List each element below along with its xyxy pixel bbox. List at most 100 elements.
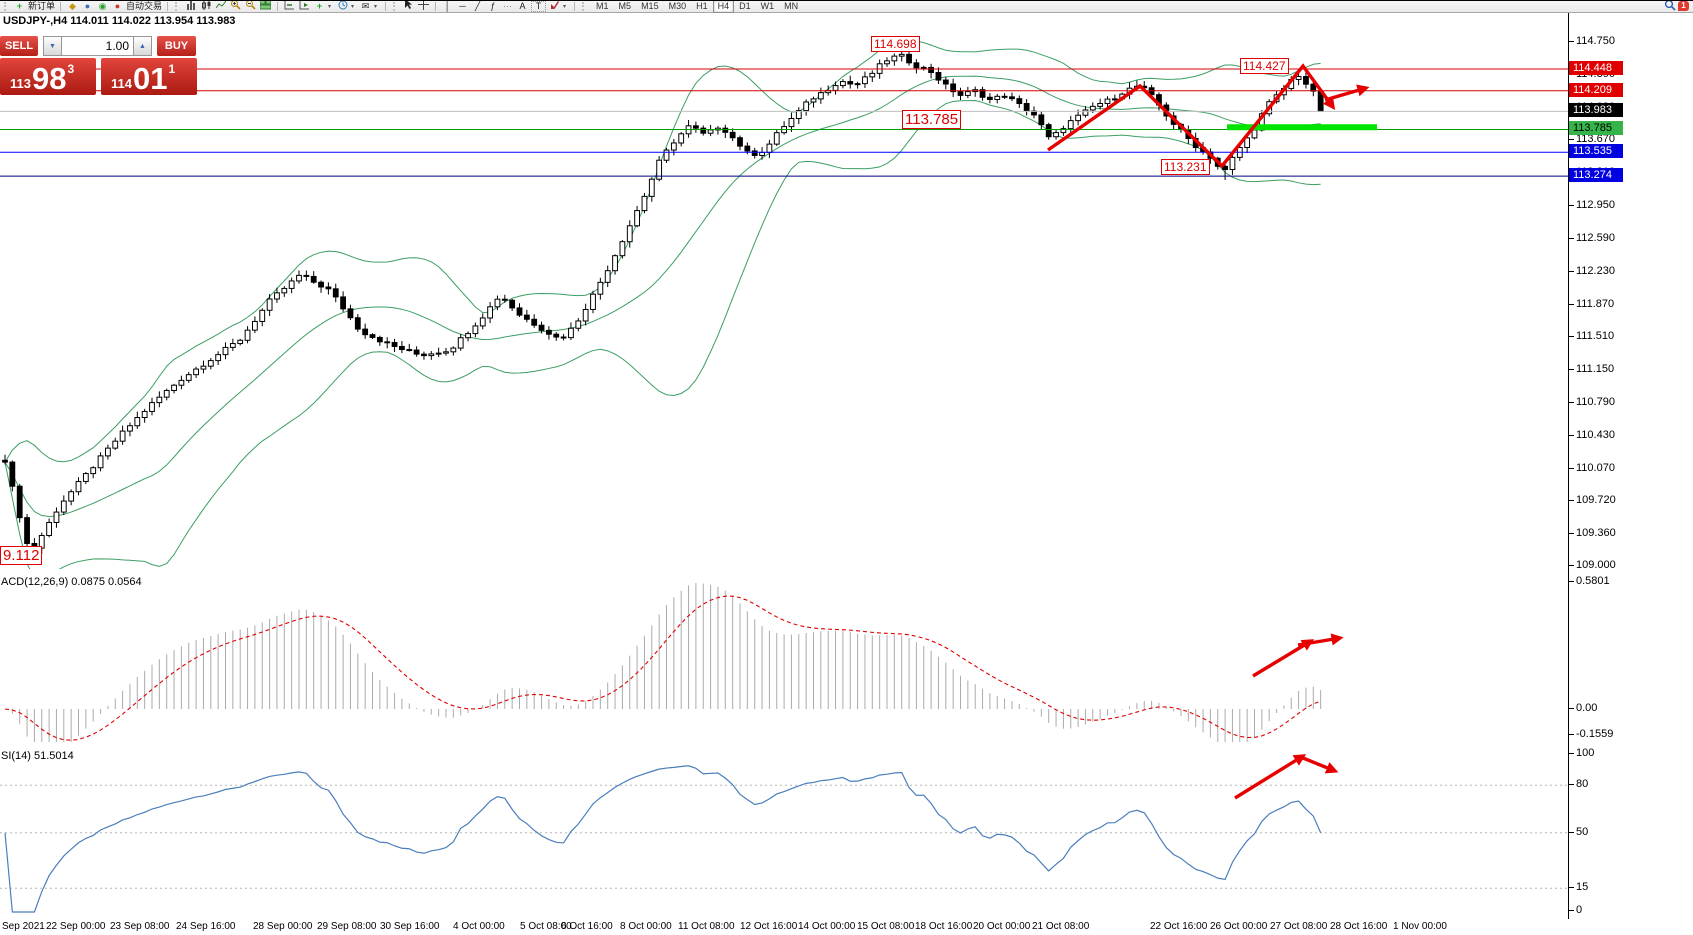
time-label: 15 Oct 08:00 <box>857 921 915 932</box>
timeframe-m30[interactable]: M30 <box>668 0 687 11</box>
rsi-axis-label: 0 <box>1568 904 1583 916</box>
line-chart-icon[interactable] <box>214 0 227 13</box>
timeframe-w1[interactable]: W1 <box>760 0 775 11</box>
price-callout[interactable]: 9.112 <box>0 546 43 565</box>
time-label: 28 Oct 16:00 <box>1330 921 1388 932</box>
timeframe-m5[interactable]: M5 <box>618 0 632 11</box>
price-tick: 110.070 <box>1569 461 1615 474</box>
price-tick: 110.430 <box>1569 428 1615 441</box>
time-label: 30 Sep 16:00 <box>380 921 440 932</box>
candle-chart-icon[interactable] <box>199 0 212 13</box>
price-tick: 114.750 <box>1569 34 1615 47</box>
text-label-icon[interactable]: T <box>531 0 547 12</box>
add-indicator-icon[interactable]: + <box>316 0 323 11</box>
timeframe-m15[interactable]: M15 <box>641 0 659 11</box>
bid-pips: 98 <box>31 61 67 96</box>
bar-chart-icon[interactable] <box>184 0 197 13</box>
toolbar-grip <box>175 1 180 11</box>
timeframe-d1[interactable]: D1 <box>739 0 751 11</box>
new-order-icon[interactable]: + <box>16 0 23 11</box>
rsi-axis-label: 100 <box>1568 747 1595 759</box>
separator <box>574 1 576 11</box>
time-label: 20 Oct 00:00 <box>973 921 1031 932</box>
auto-trading-label[interactable]: 自动交易 <box>126 0 163 11</box>
fibonacci-icon[interactable]: ƒ <box>490 0 496 11</box>
ask-point: 1 <box>168 62 176 76</box>
vertical-line-icon[interactable]: │ <box>444 0 451 11</box>
time-label: 14 Oct 00:00 <box>798 921 856 932</box>
toolbar: + 新订单 ◆ ● ◉ ● 自动交易 + ▾ ▾ ✉ ▾ │ ─ ╱ ƒ ⋯ A… <box>0 0 1693 13</box>
time-axis-border <box>0 0 1693 1</box>
sell-button[interactable]: SELL <box>0 36 38 56</box>
ask-quote[interactable]: 114 01 1 <box>101 58 197 95</box>
price-tick: 112.230 <box>1569 264 1615 277</box>
auto-trading-icon[interactable]: ● <box>114 0 121 11</box>
arrows-icon[interactable] <box>548 0 561 13</box>
price-axis-border <box>1568 13 1569 919</box>
time-label: 22 Oct 16:00 <box>1150 921 1208 932</box>
tile-windows-icon[interactable] <box>259 0 272 13</box>
templates-dropdown[interactable]: ▾ <box>374 3 378 10</box>
price-tick: 109.360 <box>1569 526 1616 539</box>
signal-icon[interactable]: ◉ <box>98 0 107 11</box>
price-tick: 109.720 <box>1569 493 1616 506</box>
timeframe-h1[interactable]: H1 <box>696 0 708 11</box>
chart-shift-icon[interactable] <box>283 0 296 13</box>
time-label: 23 Sep 08:00 <box>110 921 170 932</box>
templates-icon[interactable]: ✉ <box>361 0 370 11</box>
time-label: 21 Oct 08:00 <box>1032 921 1090 932</box>
time-label: 26 Oct 00:00 <box>1210 921 1268 932</box>
separator <box>60 1 62 11</box>
volume-decrease-button[interactable]: ▼ <box>43 36 62 56</box>
notification-icon[interactable]: 1 <box>1678 1 1689 11</box>
time-label: 22 Sep 00:00 <box>46 921 106 932</box>
price-callout[interactable]: 113.231 <box>1161 159 1210 175</box>
price-tick: 111.870 <box>1568 297 1615 310</box>
timeframe-m1[interactable]: M1 <box>596 0 609 11</box>
macd-axis-label: 0.5801 <box>1569 575 1610 587</box>
rsi-label: SI(14) 51.5014 <box>1 750 74 762</box>
price-callout[interactable]: 113.785 <box>902 110 962 129</box>
profile-icon[interactable]: ● <box>84 0 91 11</box>
market-watch-icon[interactable]: ◆ <box>69 0 76 11</box>
add-indicator-dropdown[interactable]: ▾ <box>328 3 332 10</box>
buy-button[interactable]: BUY <box>157 36 196 56</box>
timeframe-mn[interactable]: MN <box>784 0 799 11</box>
timeframe-bar: M1 M5 M15 M30 H1 H4 D1 W1 MN <box>591 0 803 13</box>
time-label: 29 Sep 08:00 <box>317 921 377 932</box>
toolbar-grip <box>4 1 9 11</box>
price-tick: 111.510 <box>1568 330 1615 343</box>
trendline-icon[interactable]: ╱ <box>474 0 481 11</box>
price-callout[interactable]: 114.698 <box>871 36 920 52</box>
separator <box>385 1 387 11</box>
time-label: 18 Oct 16:00 <box>915 921 973 932</box>
arrows-dropdown[interactable]: ▾ <box>563 3 567 10</box>
rsi-axis-label: 15 <box>1568 881 1589 893</box>
price-tick: 113.670 <box>1569 133 1615 146</box>
text-icon[interactable]: A <box>519 0 526 11</box>
periods-dropdown[interactable]: ▾ <box>351 3 355 10</box>
volume-input[interactable] <box>62 36 133 56</box>
time-label: 5 Oct 08:00 <box>520 921 572 932</box>
bid-quote[interactable]: 113 98 3 <box>0 58 96 95</box>
price-tick: 112.590 <box>1569 231 1615 244</box>
cursor-icon[interactable] <box>402 0 415 13</box>
time-label: 11 Oct 08:00 <box>678 921 735 932</box>
bid-point: 3 <box>67 62 75 76</box>
price-tick: 111.150 <box>1568 363 1615 376</box>
rsi-axis-label: 50 <box>1568 826 1589 838</box>
time-label: 24 Sep 16:00 <box>176 921 236 932</box>
channel-icon[interactable]: ⋯ <box>503 0 513 11</box>
time-label: 27 Oct 08:00 <box>1270 921 1328 932</box>
new-order-label[interactable]: 新订单 <box>28 0 56 11</box>
volume-increase-button[interactable]: ▲ <box>133 36 152 56</box>
auto-scroll-icon[interactable] <box>298 0 311 13</box>
separator <box>435 1 437 11</box>
macd-axis-label: 0.00 <box>1568 702 1598 714</box>
time-label: 6 Oct 16:00 <box>561 921 613 932</box>
price-tick: 110.790 <box>1569 396 1615 409</box>
price-callout[interactable]: 114.427 <box>1240 58 1289 74</box>
horizontal-line-icon[interactable]: ─ <box>459 0 466 11</box>
